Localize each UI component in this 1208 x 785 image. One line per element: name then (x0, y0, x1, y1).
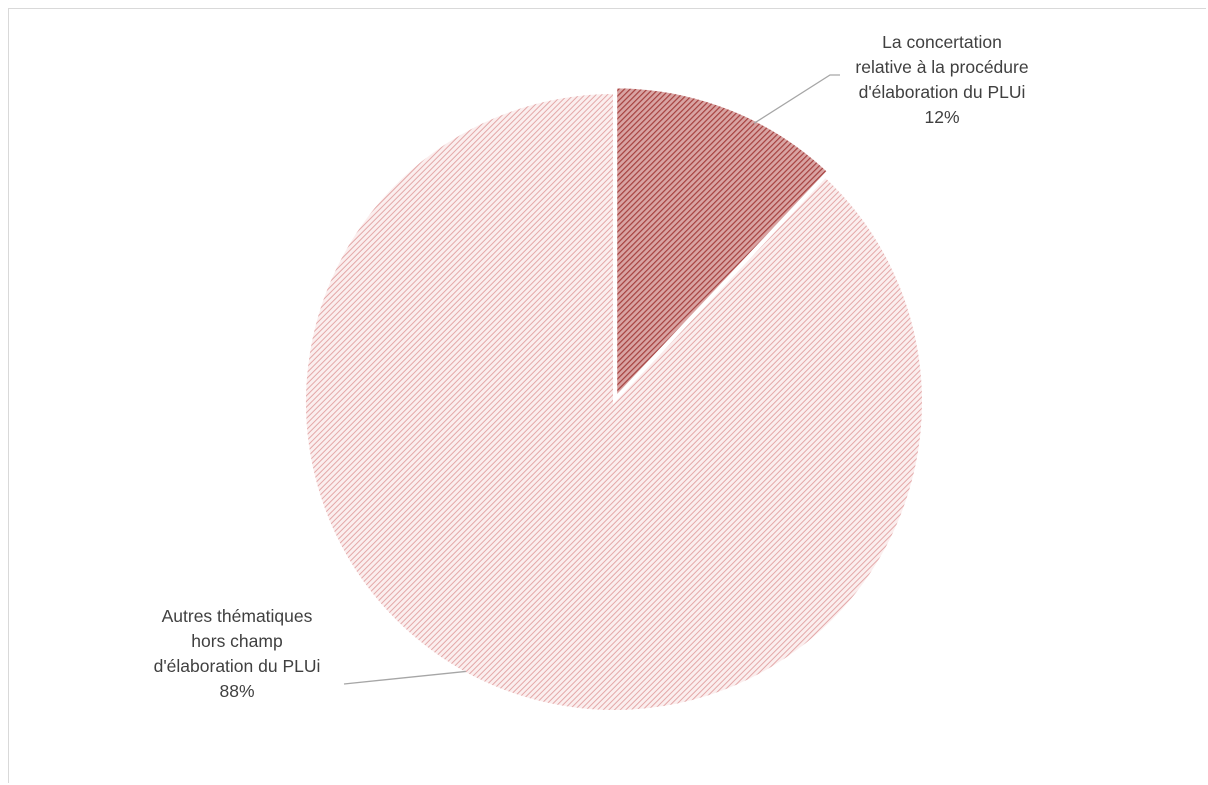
data-label-2: Autres thématiques hors champ d'élaboratio… (154, 606, 321, 701)
data-label-line: Autres thématiques (162, 606, 313, 626)
leader-lines (343, 74, 840, 685)
data-label-line: hors champ (191, 631, 282, 651)
data-label-percent: 12% (924, 107, 959, 127)
pie-slice-1 (615, 86, 830, 399)
leader-line-1 (753, 74, 840, 124)
pie-slice-2 (304, 91, 924, 712)
pie-slices (304, 86, 924, 712)
leader-line-2 (343, 670, 466, 685)
data-label-line: d'élaboration du PLUi (154, 656, 321, 676)
data-label-line: relative à la procédure (855, 57, 1028, 77)
data-labels: La concertation relative à la procédure d'… (154, 32, 1029, 701)
data-label-line: La concertation (882, 32, 1002, 52)
data-label-percent: 88% (219, 681, 254, 701)
data-label-line: d'élaboration du PLUi (859, 82, 1026, 102)
data-label-1: La concertation relative à la procédure d'… (855, 32, 1028, 127)
